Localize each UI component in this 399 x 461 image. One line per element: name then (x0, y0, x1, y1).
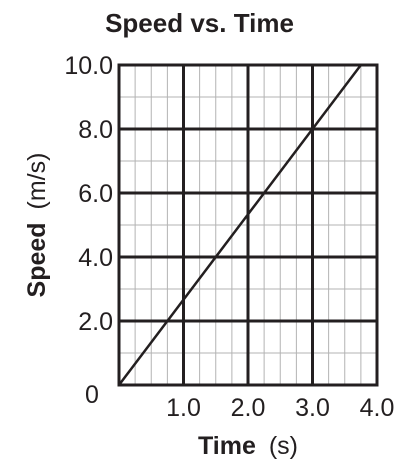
y-axis-label: Speed (m/s) (23, 153, 51, 298)
y-tick-labels: 2.0 4.0 6.0 8.0 10.0 (64, 52, 113, 336)
y-tick-label: 4.0 (78, 244, 113, 272)
y-axis-label-text: Speed (23, 222, 51, 297)
y-tick-label: 6.0 (78, 180, 113, 208)
x-axis-label-text: Time (198, 432, 256, 460)
origin-label: 0 (85, 381, 99, 409)
x-axis-label: Time (s) (198, 432, 298, 460)
y-axis-unit: (m/s) (23, 153, 51, 210)
x-axis-unit: (s) (269, 432, 298, 460)
y-tick-label: 8.0 (78, 116, 113, 144)
x-tick-label: 1.0 (166, 394, 201, 422)
major-grid (119, 65, 377, 385)
plot-frame (117, 63, 379, 387)
y-tick-label: 10.0 (64, 52, 113, 80)
x-tick-labels: 1.0 2.0 3.0 4.0 (166, 394, 394, 422)
chart-title: Speed vs. Time (105, 8, 294, 38)
x-tick-label: 4.0 (360, 394, 395, 422)
x-tick-label: 2.0 (231, 394, 266, 422)
series-layer (118, 64, 362, 386)
y-tick-label: 2.0 (78, 308, 113, 336)
x-tick-label: 3.0 (295, 394, 330, 422)
series-line (118, 64, 362, 386)
